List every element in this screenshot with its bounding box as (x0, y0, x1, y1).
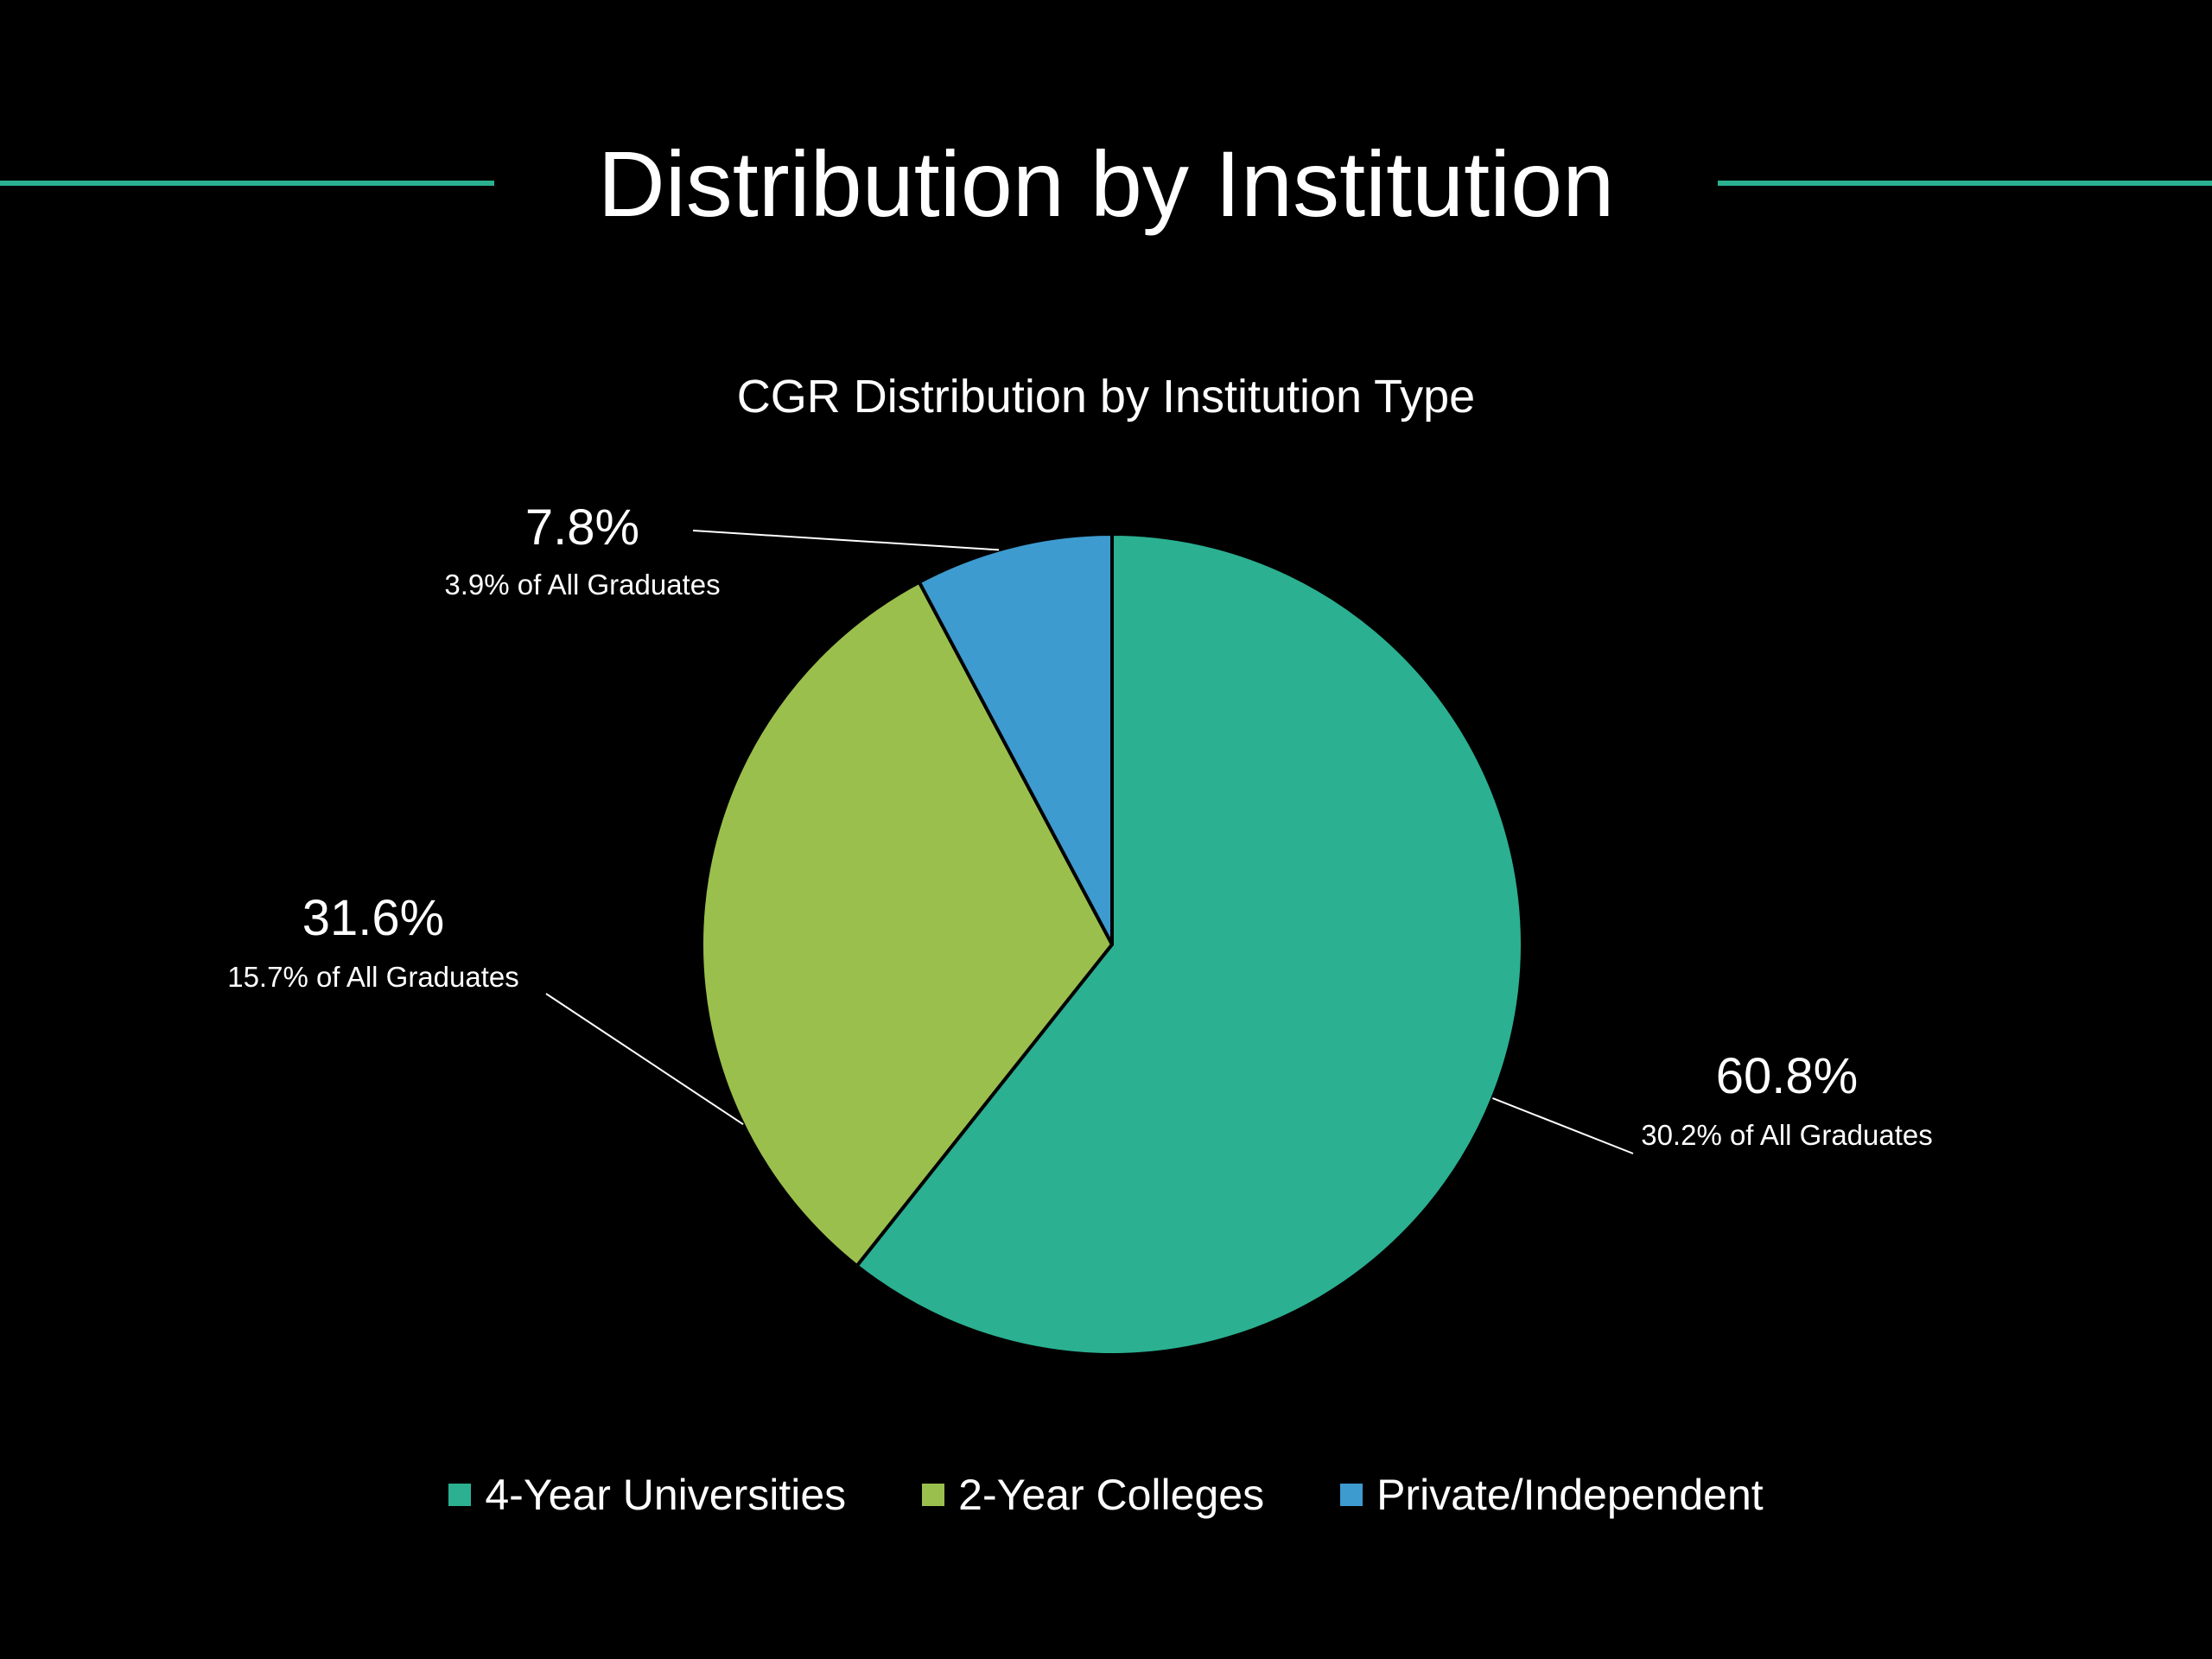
data-label-sub-4-year-universities: 30.2% of All Graduates (1641, 1119, 1933, 1151)
legend-swatch-4-year-universities (448, 1484, 472, 1506)
data-label-value-2-year-colleges: 31.6% (302, 890, 444, 946)
data-label-value-4-year-universities: 60.8% (1716, 1048, 1858, 1104)
leader-line-4-year-universities (1492, 1097, 1634, 1154)
pie-slice-4-year-universities (855, 532, 1524, 1357)
legend-label-private-independent: Private/Independent (1376, 1471, 1764, 1519)
legend-swatch-2-year-colleges (922, 1484, 945, 1506)
leader-line-private-independent (692, 530, 1000, 551)
legend: 4-Year Universities 2-Year Colleges Priv… (0, 1465, 2212, 1525)
legend-item-4-year-universities: 4-Year Universities (448, 1470, 846, 1520)
legend-item-private-independent: Private/Independent (1340, 1470, 1764, 1520)
legend-label-4-year-universities: 4-Year Universities (485, 1471, 847, 1519)
legend-swatch-private-independent (1340, 1484, 1363, 1506)
pie-slice-private-independent (917, 532, 1114, 946)
slide-title: Distribution by Institution (597, 131, 1615, 236)
leader-line-2-year-colleges (545, 993, 744, 1126)
pie-slices (700, 532, 1524, 1357)
legend-item-2-year-colleges: 2-Year Colleges (922, 1470, 1264, 1520)
data-label-value-private-independent: 7.8% (525, 499, 639, 556)
leader-lines (545, 530, 1634, 1154)
legend-label-2-year-colleges: 2-Year Colleges (958, 1471, 1265, 1519)
data-label-sub-private-independent: 3.9% of All Graduates (444, 569, 720, 601)
chart-title: CGR Distribution by Institution Type (736, 371, 1476, 423)
title-rule-right (1718, 181, 2212, 186)
title-rule-left (0, 181, 494, 186)
data-label-sub-2-year-colleges: 15.7% of All Graduates (227, 961, 519, 993)
